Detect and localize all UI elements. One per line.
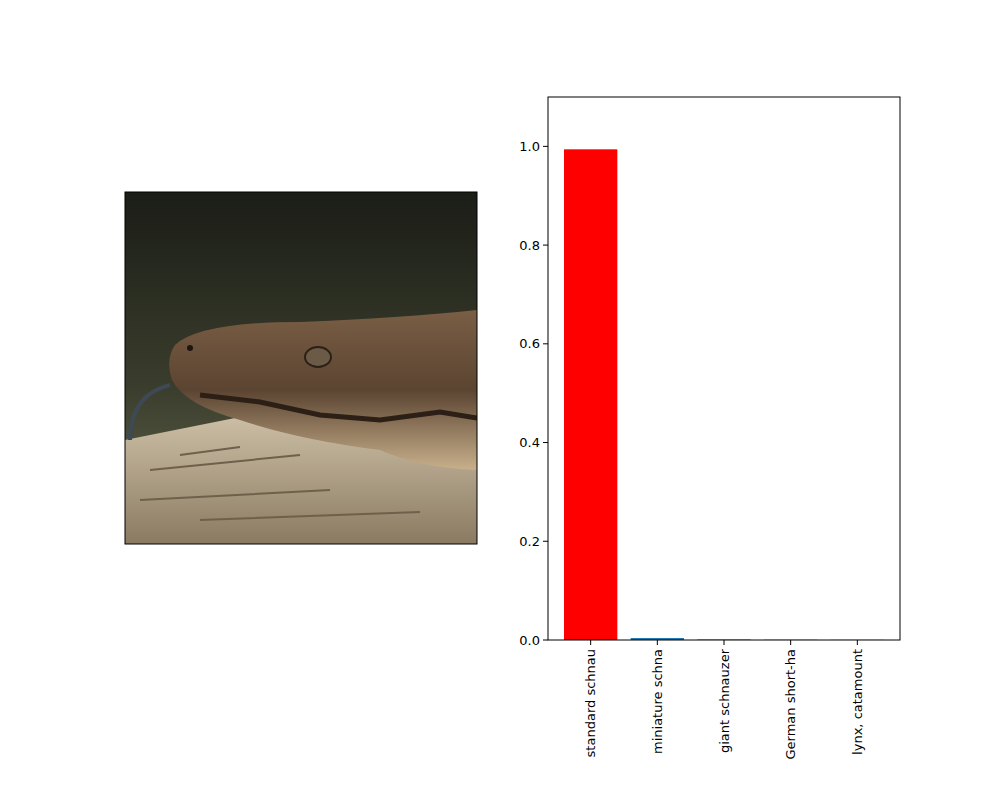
y-tick-label: 0.0 [519, 633, 540, 648]
photo-snake-eye [305, 347, 331, 367]
bar [564, 149, 617, 640]
figure: 0.0 0.2 0.4 0.6 0.8 1.0 standard schnau miniatu… [0, 0, 1000, 800]
photo-snake [169, 310, 477, 470]
photo-snake-stripe [200, 395, 477, 420]
x-tick [857, 640, 858, 645]
y-tick-label: 0.6 [519, 336, 540, 351]
y-tick [543, 343, 548, 344]
x-tick-label: German short-ha [783, 649, 798, 760]
y-tick-label: 0.4 [519, 435, 540, 450]
photo [125, 192, 477, 544]
x-tick-label: lynx, catamount [850, 649, 865, 755]
x-tick [790, 640, 791, 645]
bars [564, 149, 884, 640]
plot-frame [548, 97, 900, 640]
x-tick-label: giant schnauzer [717, 648, 732, 753]
photo-frame [125, 192, 477, 544]
photo-background [125, 192, 477, 544]
photo-tongue [130, 385, 170, 440]
x-tick-label: standard schnau [583, 649, 598, 757]
canvas: 0.0 0.2 0.4 0.6 0.8 1.0 standard schnau miniatu… [0, 0, 1000, 800]
y-tick [543, 245, 548, 246]
y-tick-label: 0.8 [519, 238, 540, 253]
photo-log-texture [140, 447, 420, 520]
y-tick-label: 1.0 [519, 139, 540, 154]
x-tick [590, 640, 591, 645]
y-tick [543, 541, 548, 542]
y-tick [543, 640, 548, 641]
y-tick [543, 146, 548, 147]
x-tick [657, 640, 658, 645]
x-tick-label: miniature schna [650, 649, 665, 754]
photo-snake-nostril [187, 345, 193, 351]
x-tick [724, 640, 725, 645]
y-tick-label: 0.2 [519, 534, 540, 549]
y-tick [543, 442, 548, 443]
